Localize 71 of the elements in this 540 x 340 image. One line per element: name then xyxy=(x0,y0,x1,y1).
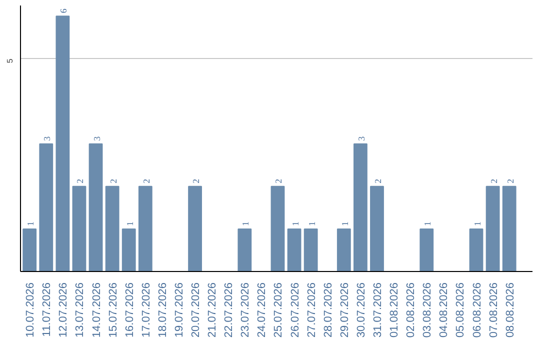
x-tick-label: 05.08.2026 xyxy=(454,282,467,338)
x-tick-label: 13.07.2026 xyxy=(74,282,86,338)
x-tick-label: 27.07.2026 xyxy=(306,282,318,338)
bar xyxy=(502,186,516,272)
bar xyxy=(122,228,136,272)
bar xyxy=(39,143,54,272)
x-tick-label: 14.07.2026 xyxy=(90,282,103,338)
x-tick-label: 03.08.2026 xyxy=(422,282,434,338)
x-tick-label: 04.08.2026 xyxy=(438,282,450,338)
data-label: 2 xyxy=(141,178,152,184)
x-tick-label: 31.07.2026 xyxy=(372,282,384,338)
data-label: 2 xyxy=(191,178,202,184)
data-label: 3 xyxy=(42,136,52,141)
data-label: 1 xyxy=(26,221,36,226)
data-label: 2 xyxy=(488,178,499,184)
data-label: 2 xyxy=(373,178,383,184)
bar xyxy=(72,186,86,272)
x-tick-label: 17.07.2026 xyxy=(140,282,152,338)
bar xyxy=(56,16,70,272)
bar xyxy=(238,228,252,272)
x-tick-label: 25.07.2026 xyxy=(272,282,285,338)
data-label: 1 xyxy=(306,221,317,226)
x-tick-label: 28.07.2026 xyxy=(322,282,334,338)
bar xyxy=(486,186,500,272)
x-tick-label: 12.07.2026 xyxy=(58,282,70,338)
data-label: 2 xyxy=(75,178,86,184)
bar xyxy=(287,228,302,272)
x-tick-label: 30.07.2026 xyxy=(355,282,368,338)
x-tick-label: 02.08.2026 xyxy=(405,282,418,338)
data-label: 3 xyxy=(92,136,102,141)
data-label: 2 xyxy=(108,178,118,184)
bar xyxy=(370,186,384,272)
x-tick-label: 01.08.2026 xyxy=(388,282,401,338)
bar xyxy=(420,228,434,272)
data-label: 1 xyxy=(124,221,135,226)
data-label: 1 xyxy=(240,221,251,226)
x-tick-label: 06.08.2026 xyxy=(471,282,484,338)
x-tick-label: 18.07.2026 xyxy=(156,282,169,338)
bar xyxy=(469,228,484,272)
data-label: 2 xyxy=(274,178,284,184)
bar xyxy=(336,228,351,272)
bar xyxy=(22,228,37,272)
x-tick-label: 10.07.2026 xyxy=(24,282,37,338)
x-tick-label: 08.08.2026 xyxy=(504,282,516,338)
data-label: 6 xyxy=(58,8,69,14)
x-tick-label: 20.07.2026 xyxy=(190,282,202,338)
bar xyxy=(138,186,152,272)
bar xyxy=(88,143,103,272)
x-tick-label: 29.07.2026 xyxy=(338,282,351,338)
bar xyxy=(270,186,285,272)
data-label: 1 xyxy=(422,221,433,226)
data-label: 1 xyxy=(472,221,482,226)
x-tick-label: 16.07.2026 xyxy=(124,282,136,338)
x-tick-label: 11.07.2026 xyxy=(41,282,54,337)
x-tick-label: 07.08.2026 xyxy=(488,282,500,338)
bar xyxy=(304,228,318,272)
data-label: 2 xyxy=(505,178,516,184)
bar xyxy=(354,143,368,272)
x-tick-label: 24.07.2026 xyxy=(256,282,268,338)
x-tick-label: 23.07.2026 xyxy=(240,282,252,338)
data-label: 1 xyxy=(340,221,350,226)
y-tick-label: 5 xyxy=(6,58,14,64)
x-tick-label: 22.07.2026 xyxy=(223,282,236,338)
bar xyxy=(105,186,120,272)
bar xyxy=(188,186,202,272)
data-label: 1 xyxy=(290,221,300,226)
x-tick-label: 19.07.2026 xyxy=(173,282,186,338)
x-tick-label: 15.07.2026 xyxy=(107,282,120,338)
x-tick-label: 26.07.2026 xyxy=(289,282,302,338)
data-label: 3 xyxy=(356,136,366,141)
x-tick-label: 21.07.2026 xyxy=(206,282,219,338)
